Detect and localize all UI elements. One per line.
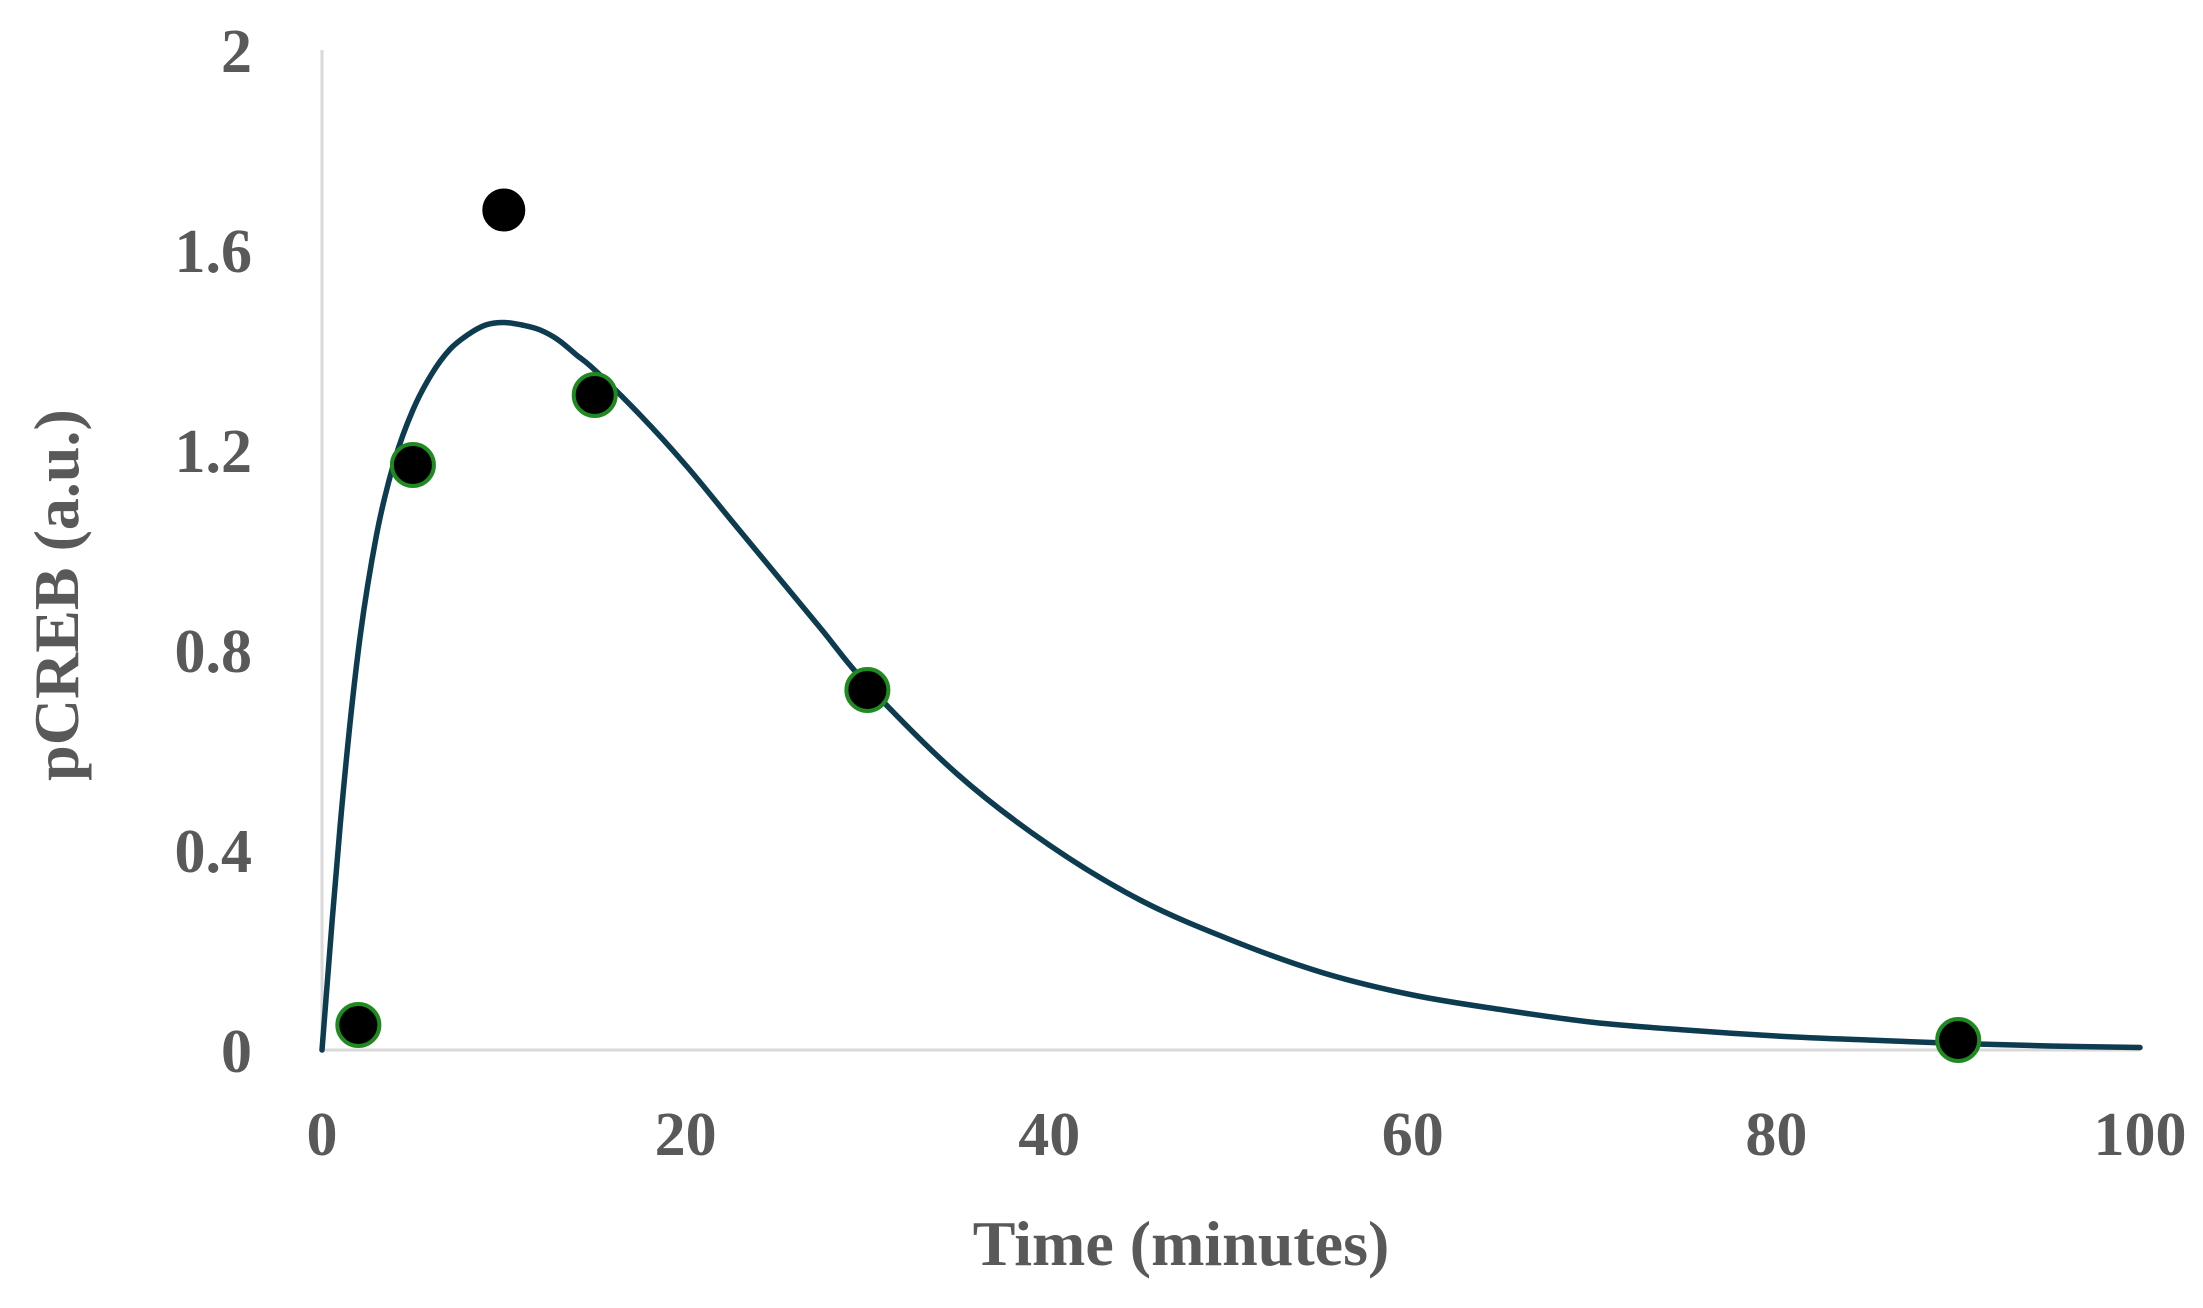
x-tick-label: 20 [655,1101,717,1169]
x-tick-label: 60 [1382,1101,1444,1169]
x-tick-label: 80 [1745,1101,1807,1169]
data-point [389,442,436,488]
y-tick-label: 2 [221,18,252,86]
fit-curve [319,319,2143,1053]
y-tick-label: 0.4 [175,818,253,886]
axes [320,50,2140,1052]
x-axis-title: Time (minutes) [973,1208,1390,1279]
data-point [335,1002,382,1048]
y-tick-label: 0.8 [175,618,253,686]
x-tick-label: 0 [307,1101,338,1169]
data-points-layer [335,188,1982,1063]
x-tick-label: 100 [2094,1101,2187,1169]
data-point [482,188,526,232]
axis-labels-layer: 0 20 40 60 80 100 0 0.4 0.8 1.2 1.6 2 Time (minutes)… [21,18,2187,1279]
x-tick-label: 40 [1018,1101,1080,1169]
fit-curve-layer [319,319,2143,1053]
data-point [1935,1017,1982,1063]
data-point [844,667,891,713]
y-tick-label: 1.2 [175,418,253,486]
y-tick-label: 1.6 [175,218,253,286]
y-axis-title: pCREB (a.u.) [21,409,92,781]
y-tick-label: 0 [221,1018,252,1086]
data-point [571,372,618,418]
